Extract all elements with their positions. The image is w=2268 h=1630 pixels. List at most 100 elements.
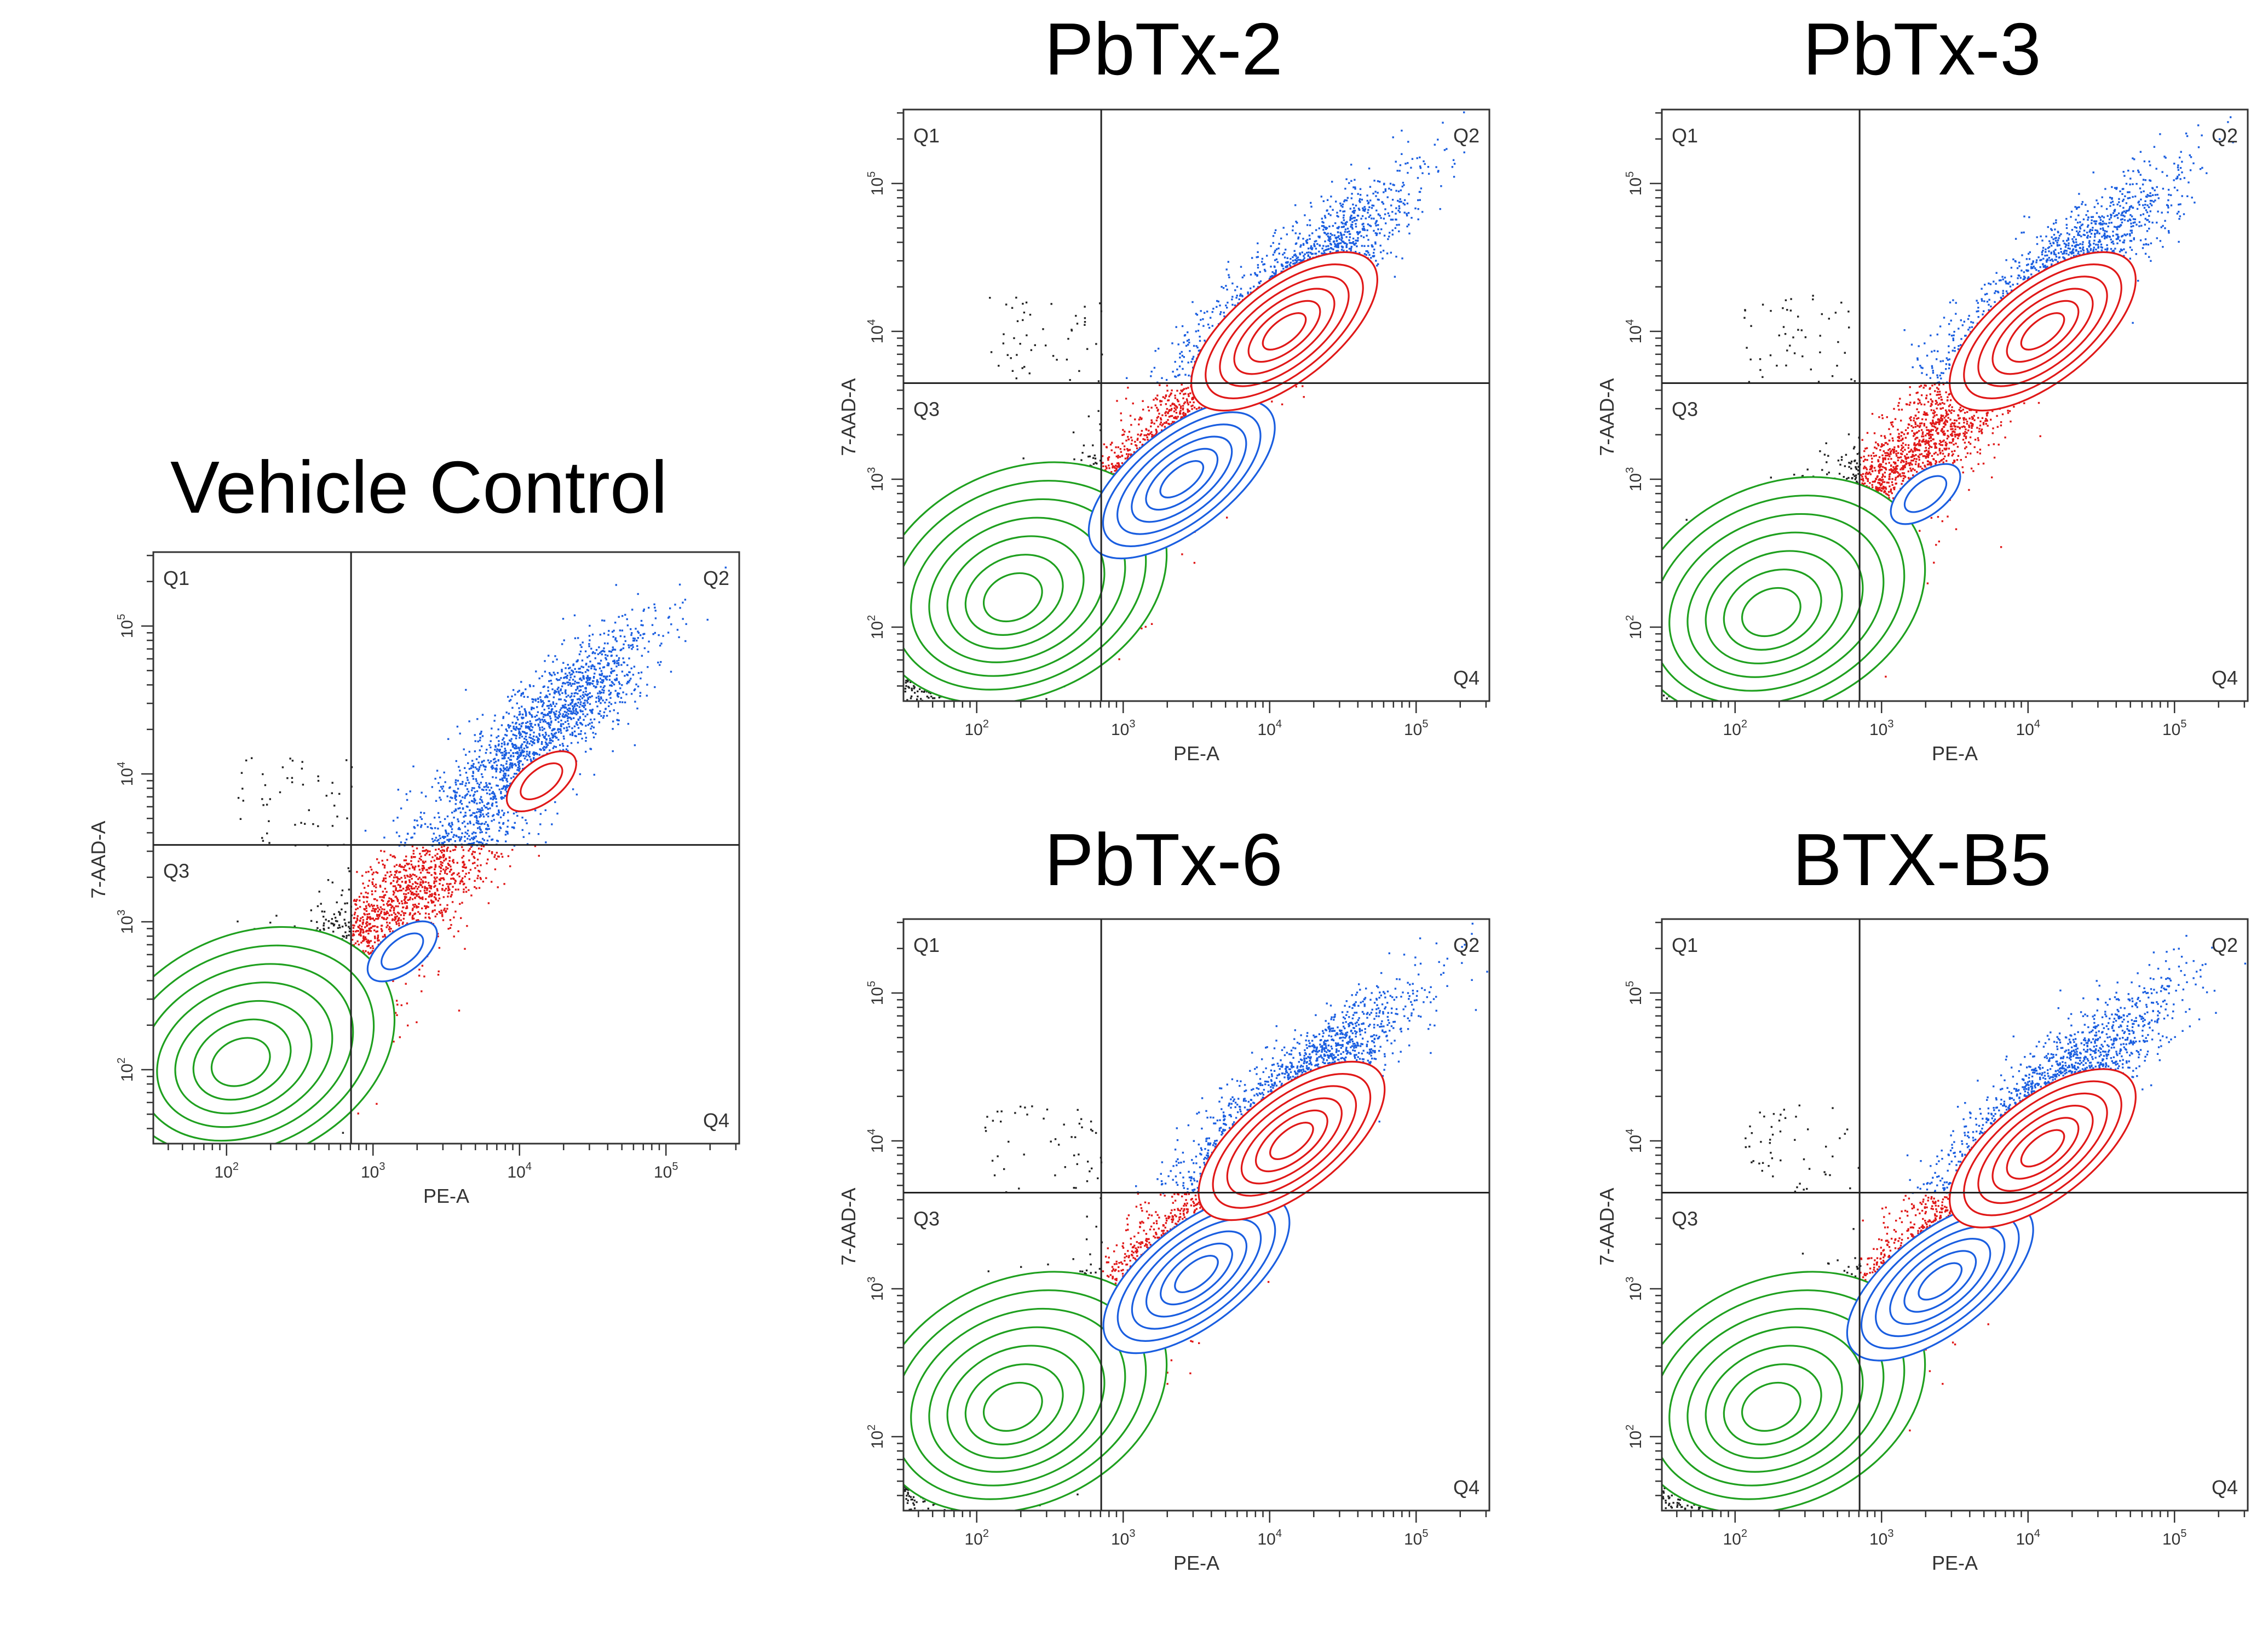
contour-q4 xyxy=(1145,447,1219,511)
y-tick-label: 103 xyxy=(866,1277,887,1301)
plot-pbtx-3: Q1 Q2 Q3 Q4 102 103 104 105 102 103 104 105 PE-A 7-AA… xyxy=(1596,108,2249,765)
contour-q2 xyxy=(1226,1085,1357,1197)
contour-q4 xyxy=(1903,1250,1977,1313)
x-tick-label: 103 xyxy=(1111,718,1136,739)
x-tick-label: 105 xyxy=(654,1161,678,1181)
contour-q4 xyxy=(1102,411,1262,547)
quadrant-label-q4: Q4 xyxy=(2212,1476,2238,1499)
y-tick-label: 103 xyxy=(866,467,887,492)
y-tick-label: 104 xyxy=(1624,1129,1645,1153)
contour-q2 xyxy=(2020,312,2065,351)
y-tick-label: 104 xyxy=(866,1129,887,1153)
contour-q3 xyxy=(153,944,375,1144)
contour-q2 xyxy=(1254,1109,1328,1173)
contour-q4 xyxy=(1903,475,1948,513)
x-tick-label: 104 xyxy=(1258,718,1282,739)
y-tick-label: 104 xyxy=(1624,319,1645,344)
contour-q4 xyxy=(1087,399,1276,560)
x-tick-label: 102 xyxy=(965,718,989,739)
x-tick-label: 104 xyxy=(2016,1528,2041,1548)
y-tick-label: 104 xyxy=(866,319,887,344)
quadrant-label-q4: Q4 xyxy=(1453,667,1480,689)
quadrant-label-q1: Q1 xyxy=(913,934,940,956)
y-tick-label: 103 xyxy=(116,910,136,934)
contour-q4 xyxy=(1131,1218,1262,1330)
x-tick-label: 105 xyxy=(1404,718,1429,739)
contour-q4 xyxy=(1131,435,1233,523)
contour-q2 xyxy=(1262,312,1307,351)
y-tick-label: 103 xyxy=(1624,1277,1645,1301)
contour-q3 xyxy=(1686,1326,1864,1473)
contour-q3 xyxy=(1668,513,1885,692)
contour-q2 xyxy=(1949,251,2137,412)
contour-q3 xyxy=(1741,1381,1801,1432)
contour-q2 xyxy=(2006,300,2080,363)
y-tick-label: 102 xyxy=(1624,1425,1645,1449)
contour-q2 xyxy=(1977,276,2108,387)
contour-q3 xyxy=(1741,587,1801,638)
contour-q2 xyxy=(505,750,577,812)
panel-title-pbtx-6: PbTx-6 xyxy=(832,823,1495,897)
x-axis-label: PE-A xyxy=(1932,1552,1978,1574)
plot-vehicle-control: Q1 Q2 Q3 Q4 102 103 104 105 102 103 104 105 PE-A 7-AA… xyxy=(87,551,740,1207)
x-tick-label: 103 xyxy=(1869,718,1894,739)
x-tick-label: 104 xyxy=(508,1161,532,1181)
contour-q4 xyxy=(1159,460,1205,498)
plot-pbtx-6: Q1 Q2 Q3 Q4 102 103 104 105 102 103 104 105 PE-A 7-AA… xyxy=(837,918,1490,1574)
contour-lines xyxy=(903,1060,1386,1511)
quadrant-label-q4: Q4 xyxy=(2212,667,2238,689)
x-tick-label: 104 xyxy=(1258,1528,1282,1548)
x-axis-label: PE-A xyxy=(1173,1552,1219,1574)
contour-q2 xyxy=(1991,1105,2094,1192)
y-tick-label: 105 xyxy=(1624,171,1645,196)
x-tick-label: 105 xyxy=(2162,718,2187,739)
panel-title-vehicle-control: Vehicle Control xyxy=(88,450,750,524)
contour-lines xyxy=(903,251,1378,701)
x-tick-label: 103 xyxy=(1869,1528,1894,1548)
contour-q3 xyxy=(174,1000,313,1115)
y-tick-label: 104 xyxy=(116,762,136,787)
quadrant-label-q4: Q4 xyxy=(1453,1476,1480,1499)
quadrant-label-q3: Q3 xyxy=(1672,1208,1698,1230)
quadrant-label-q2: Q2 xyxy=(1453,934,1480,956)
contour-q4 xyxy=(1116,423,1247,535)
plot-frame xyxy=(902,108,1490,702)
contour-q4 xyxy=(1145,1230,1248,1318)
y-tick-label: 102 xyxy=(866,615,887,640)
x-axis-label: PE-A xyxy=(1932,742,1978,765)
contour-lines xyxy=(153,750,577,1144)
quadrant-label-q3: Q3 xyxy=(913,1208,940,1230)
contour-q2 xyxy=(1219,276,1350,387)
contour-q2 xyxy=(1991,288,2094,375)
contour-q2 xyxy=(1247,300,1321,363)
y-tick-label: 105 xyxy=(1624,981,1645,1006)
contour-q4 xyxy=(1860,1213,2020,1350)
quadrant-label-q1: Q1 xyxy=(913,124,940,147)
plot-frame xyxy=(1661,108,2249,702)
y-tick-label: 105 xyxy=(866,981,887,1006)
quadrant-label-q1: Q1 xyxy=(1672,124,1698,147)
panel-title-pbtx-2: PbTx-2 xyxy=(832,12,1495,86)
y-axis-label: 7-AAD-A xyxy=(1596,1188,1618,1266)
contour-q3 xyxy=(982,1381,1043,1432)
y-tick-label: 102 xyxy=(1624,615,1645,640)
quadrant-label-q3: Q3 xyxy=(163,860,189,882)
y-axis-label: 7-AAD-A xyxy=(837,378,860,456)
contour-q2 xyxy=(1963,263,2122,399)
quadrant-label-q1: Q1 xyxy=(163,567,189,589)
contour-q4 xyxy=(381,932,424,971)
x-tick-label: 103 xyxy=(361,1161,385,1181)
contour-q3 xyxy=(1723,1363,1822,1445)
x-tick-label: 102 xyxy=(1723,718,1748,739)
contour-lines xyxy=(1662,251,2137,701)
contour-q3 xyxy=(1723,569,1822,651)
plot-frame xyxy=(902,918,1490,1512)
y-tick-label: 105 xyxy=(866,171,887,196)
y-tick-label: 105 xyxy=(116,614,136,639)
contour-q3 xyxy=(1705,550,1843,664)
quadrant-label-q2: Q2 xyxy=(2212,934,2238,956)
contour-q3 xyxy=(946,535,1085,650)
contour-lines xyxy=(1662,1068,2137,1511)
y-tick-label: 102 xyxy=(866,1425,887,1449)
contour-q3 xyxy=(156,982,333,1128)
